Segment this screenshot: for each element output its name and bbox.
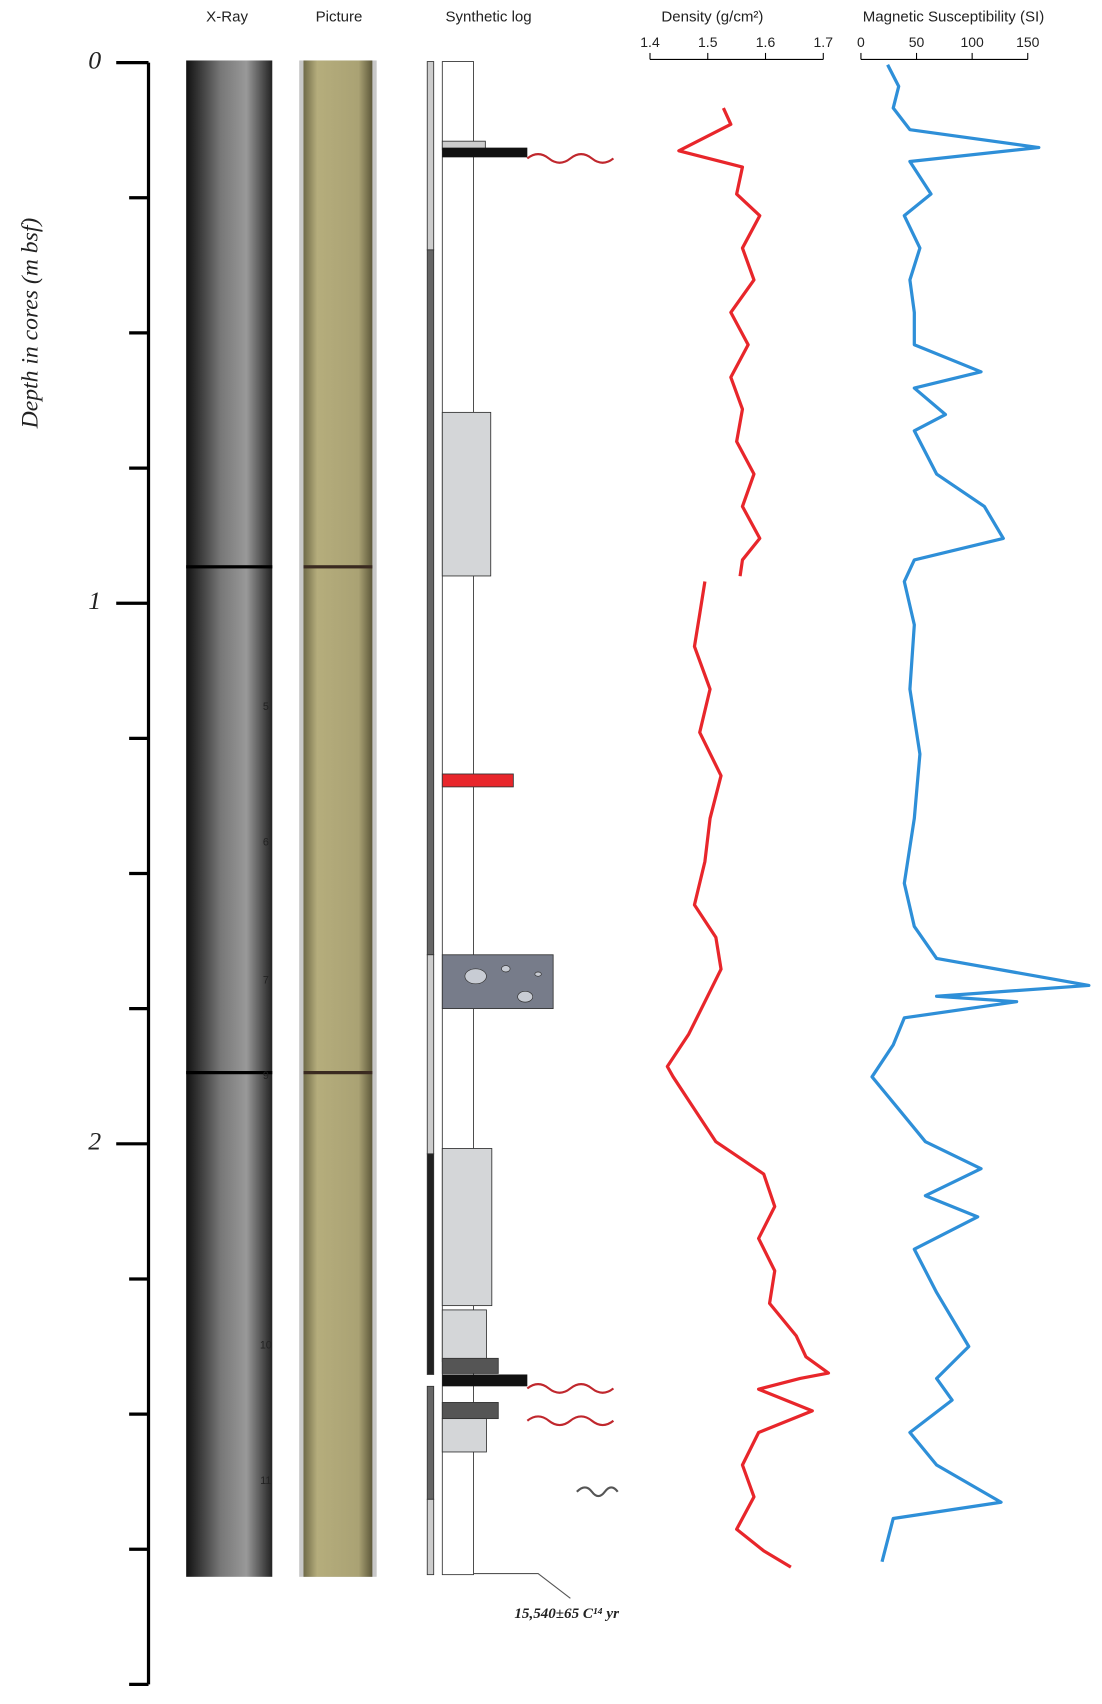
- x-axis-label: Density (g/cm²): [661, 8, 763, 25]
- x-axis-label: Magnetic Susceptibility (SI): [863, 8, 1044, 25]
- xray-section-number: 11: [260, 1475, 271, 1487]
- synthetic-log: [426, 61, 554, 1576]
- xray-section-number: 10: [260, 1339, 272, 1351]
- core-break: [186, 1071, 273, 1075]
- x-tick-label: 150: [1016, 34, 1040, 50]
- depth-tick-label: 0: [88, 46, 101, 75]
- depth-tick-label: 2: [88, 1127, 101, 1156]
- data-line: [665, 107, 831, 1569]
- xray-section-number: 5: [263, 701, 269, 713]
- x-tick-label: 100: [960, 34, 984, 50]
- x-tick-label: 1.5: [698, 34, 718, 50]
- column-header: Picture: [316, 8, 363, 25]
- tephra-bar: [441, 773, 514, 788]
- x-tick-label: 1.4: [640, 34, 660, 50]
- column-header: X-Ray: [206, 8, 248, 25]
- log-bar: [442, 1374, 528, 1387]
- xray-section-number: 9: [263, 1070, 269, 1082]
- depth-tick-label: 1: [88, 586, 101, 615]
- x-tick-label: 1.6: [756, 34, 776, 50]
- x-tick-label: 0: [857, 34, 865, 50]
- clasts: [464, 965, 542, 1003]
- xray-image: [186, 60, 273, 1577]
- xray-section-number: 6: [263, 837, 269, 849]
- column-header: Synthetic log: [446, 8, 532, 25]
- core-break: [303, 565, 373, 569]
- shell-icon: [576, 1486, 619, 1498]
- log-bar: [442, 147, 528, 158]
- annotation-leader: [473, 1573, 571, 1599]
- core-break: [303, 1071, 373, 1075]
- xray-section-number: 7: [263, 974, 269, 986]
- annotation: 15,540±65 C¹⁴ yr: [514, 1606, 619, 1622]
- core-break: [186, 565, 273, 569]
- wavy-contact: [526, 153, 615, 1427]
- data-line: [870, 64, 1091, 1563]
- x-tick-label: 1.7: [814, 34, 834, 50]
- core-picture: [303, 60, 373, 1577]
- depth-axis-label: Depth in cores (m bsf): [18, 218, 44, 430]
- x-tick-label: 50: [909, 34, 925, 50]
